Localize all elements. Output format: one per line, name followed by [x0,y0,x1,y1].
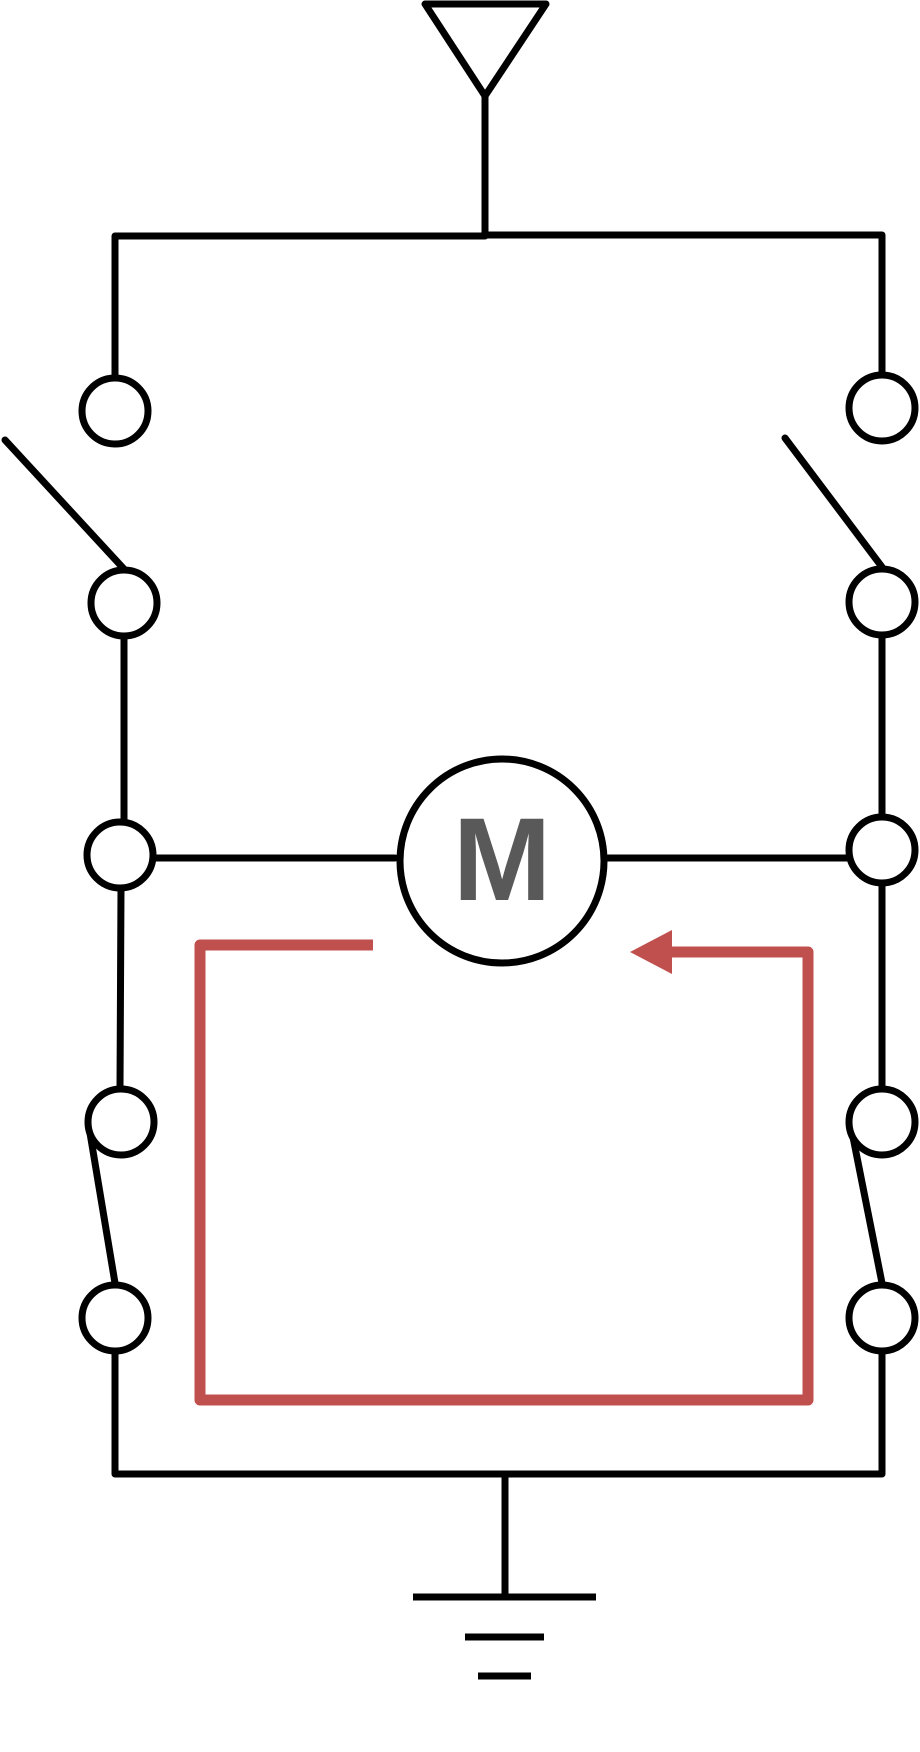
arrow-left-icon [630,930,672,974]
ground-icon [413,1470,596,1680]
terminal-mid-left [83,818,157,892]
switch-top-right-lever [781,434,886,571]
switch-bottom-right-lever [847,1123,886,1287]
terminal-top-right-lower [845,565,919,639]
bottom-rail-wire [111,1346,886,1478]
motor-circle [396,755,608,967]
terminals [78,371,919,1355]
switch-top-left-lever [1,436,128,573]
motor: M [396,755,608,967]
left-lower-wire [116,884,125,1091]
terminal-bottom-right-lower [845,1281,919,1355]
terminal-top-left-lower [87,566,161,640]
current-flow-path [194,930,814,1406]
terminal-mid-right [845,813,919,887]
terminal-top-left-upper [78,374,152,448]
terminal-bottom-left-lower [78,1281,152,1355]
switch-top-left [1,436,128,573]
terminal-bottom-left-upper [84,1085,158,1159]
terminal-top-right-upper [845,371,919,445]
terminal-bottom-right-upper [845,1085,919,1159]
switch-bottom-left [85,1123,119,1287]
power-supply-icon [421,0,550,239]
motor-label: M [453,794,551,926]
switch-bottom-left-lever [85,1123,119,1287]
top-rail-wire [111,231,886,384]
switch-top-right [781,434,886,571]
switch-bottom-right [847,1123,886,1287]
current-flow-line [194,939,814,1406]
